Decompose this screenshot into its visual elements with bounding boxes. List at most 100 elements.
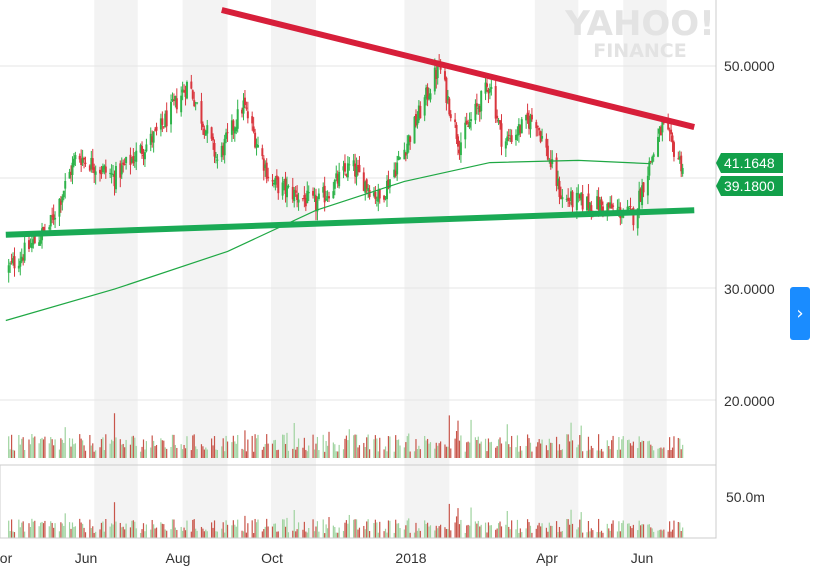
volume-bar (480, 441, 482, 458)
volume-bar (79, 434, 81, 458)
volume-bar (183, 444, 185, 458)
candle-body (345, 174, 348, 176)
volume-subpanel-bar (602, 532, 604, 538)
volume-bar (428, 443, 430, 458)
candle-body (607, 202, 610, 208)
volume-subpanel-bar (399, 528, 401, 538)
volume-bar (545, 445, 548, 458)
candle-body (161, 118, 164, 125)
candle-body (467, 125, 470, 127)
candle-body (223, 138, 226, 156)
volume-bar (409, 451, 411, 458)
volume-subpanel-bar (335, 532, 337, 538)
candle-body (357, 165, 359, 167)
candle-body (549, 159, 552, 167)
candle-body (210, 127, 213, 139)
volume-bar (286, 432, 288, 458)
volume-bar (170, 446, 172, 458)
candle-body (54, 217, 57, 220)
volume-bar (271, 443, 274, 458)
candle-body (387, 179, 390, 189)
volume-bar (612, 435, 614, 458)
candle-body (610, 204, 613, 209)
candle-body (506, 136, 509, 142)
volume-subpanel-bar (277, 531, 279, 538)
volume-subpanel-bar (166, 530, 168, 538)
volume-subpanel-bar (32, 521, 34, 538)
volume-bar (244, 430, 246, 458)
candle-body (558, 180, 561, 197)
expand-panel-button[interactable]: › (790, 287, 810, 340)
volume-bar (342, 449, 345, 458)
volume-subpanel-bar (641, 524, 643, 538)
volume-bar (29, 444, 32, 458)
volume-bar (84, 450, 87, 458)
volume-bar (376, 438, 378, 458)
volume-bar (651, 445, 653, 458)
volume-bar (490, 441, 492, 458)
moving-average-line (5, 159, 651, 322)
volume-subpanel-bar (119, 522, 121, 538)
volume-subpanel-bar (345, 520, 348, 538)
volume-bar (113, 413, 116, 458)
volume-bar (419, 449, 421, 458)
volume-bar (60, 438, 62, 458)
volume-bar (682, 444, 684, 458)
candle-body (448, 98, 451, 115)
volume-subpanel-bar (355, 519, 358, 538)
volume-subpanel-bar (155, 527, 158, 538)
candle-body (88, 165, 91, 171)
candle-body (172, 100, 175, 102)
volume-bar (141, 446, 143, 458)
volume-bar (505, 441, 507, 458)
volume-subpanel-bar (324, 533, 326, 538)
volume-subpanel-bar (529, 525, 532, 538)
volume-subpanel-bar (592, 530, 594, 538)
volume-bar (186, 436, 188, 458)
candle-body (559, 195, 562, 199)
candle-body (577, 193, 580, 195)
candle-body (304, 197, 307, 207)
volume-subpanel-bar (305, 531, 307, 538)
volume-bar (68, 438, 71, 458)
volume-subpanel-bar (467, 524, 469, 538)
volume-subpanel-bar (366, 521, 368, 538)
volume-subpanel-bar (437, 528, 439, 538)
candle-body (277, 177, 280, 194)
volume-bar (679, 438, 681, 458)
volume-bar (386, 451, 388, 458)
volume-bar (257, 434, 259, 458)
volume-bar (415, 439, 417, 458)
volume-bar (163, 440, 165, 458)
volume-subpanel-bar (403, 529, 405, 538)
volume-bar (637, 448, 639, 458)
volume-bar (576, 447, 578, 458)
volume-bar (393, 451, 395, 458)
candle-body (348, 164, 351, 166)
candle-body (323, 185, 326, 203)
price-tag-lower: 39.1800 (716, 176, 783, 196)
volume-subpanel-bar (395, 519, 397, 538)
volume-bar (200, 444, 203, 458)
volume-subpanel-bars (8, 502, 684, 538)
volume-bar (397, 439, 400, 458)
volume-subpanel-bar (519, 528, 521, 538)
volume-bar (525, 445, 527, 458)
volume-subpanel-bar (374, 519, 376, 538)
volume-bar (367, 434, 369, 458)
volume-bar (519, 446, 521, 458)
volume-subpanel-bar (193, 519, 195, 538)
volume-subpanel-bar (54, 523, 56, 538)
volume-bar (366, 437, 368, 458)
volume-bar (273, 440, 275, 458)
candle-body (294, 190, 297, 193)
volume-bar (315, 443, 317, 458)
volume-subpanel-bar (90, 528, 92, 538)
volume-bar (640, 442, 642, 458)
candle-body (580, 192, 583, 201)
volume-bar (458, 440, 461, 458)
candle-body (525, 114, 528, 121)
candle-body (416, 119, 419, 125)
candle-body (404, 152, 407, 156)
volume-subpanel-bar (560, 531, 562, 538)
